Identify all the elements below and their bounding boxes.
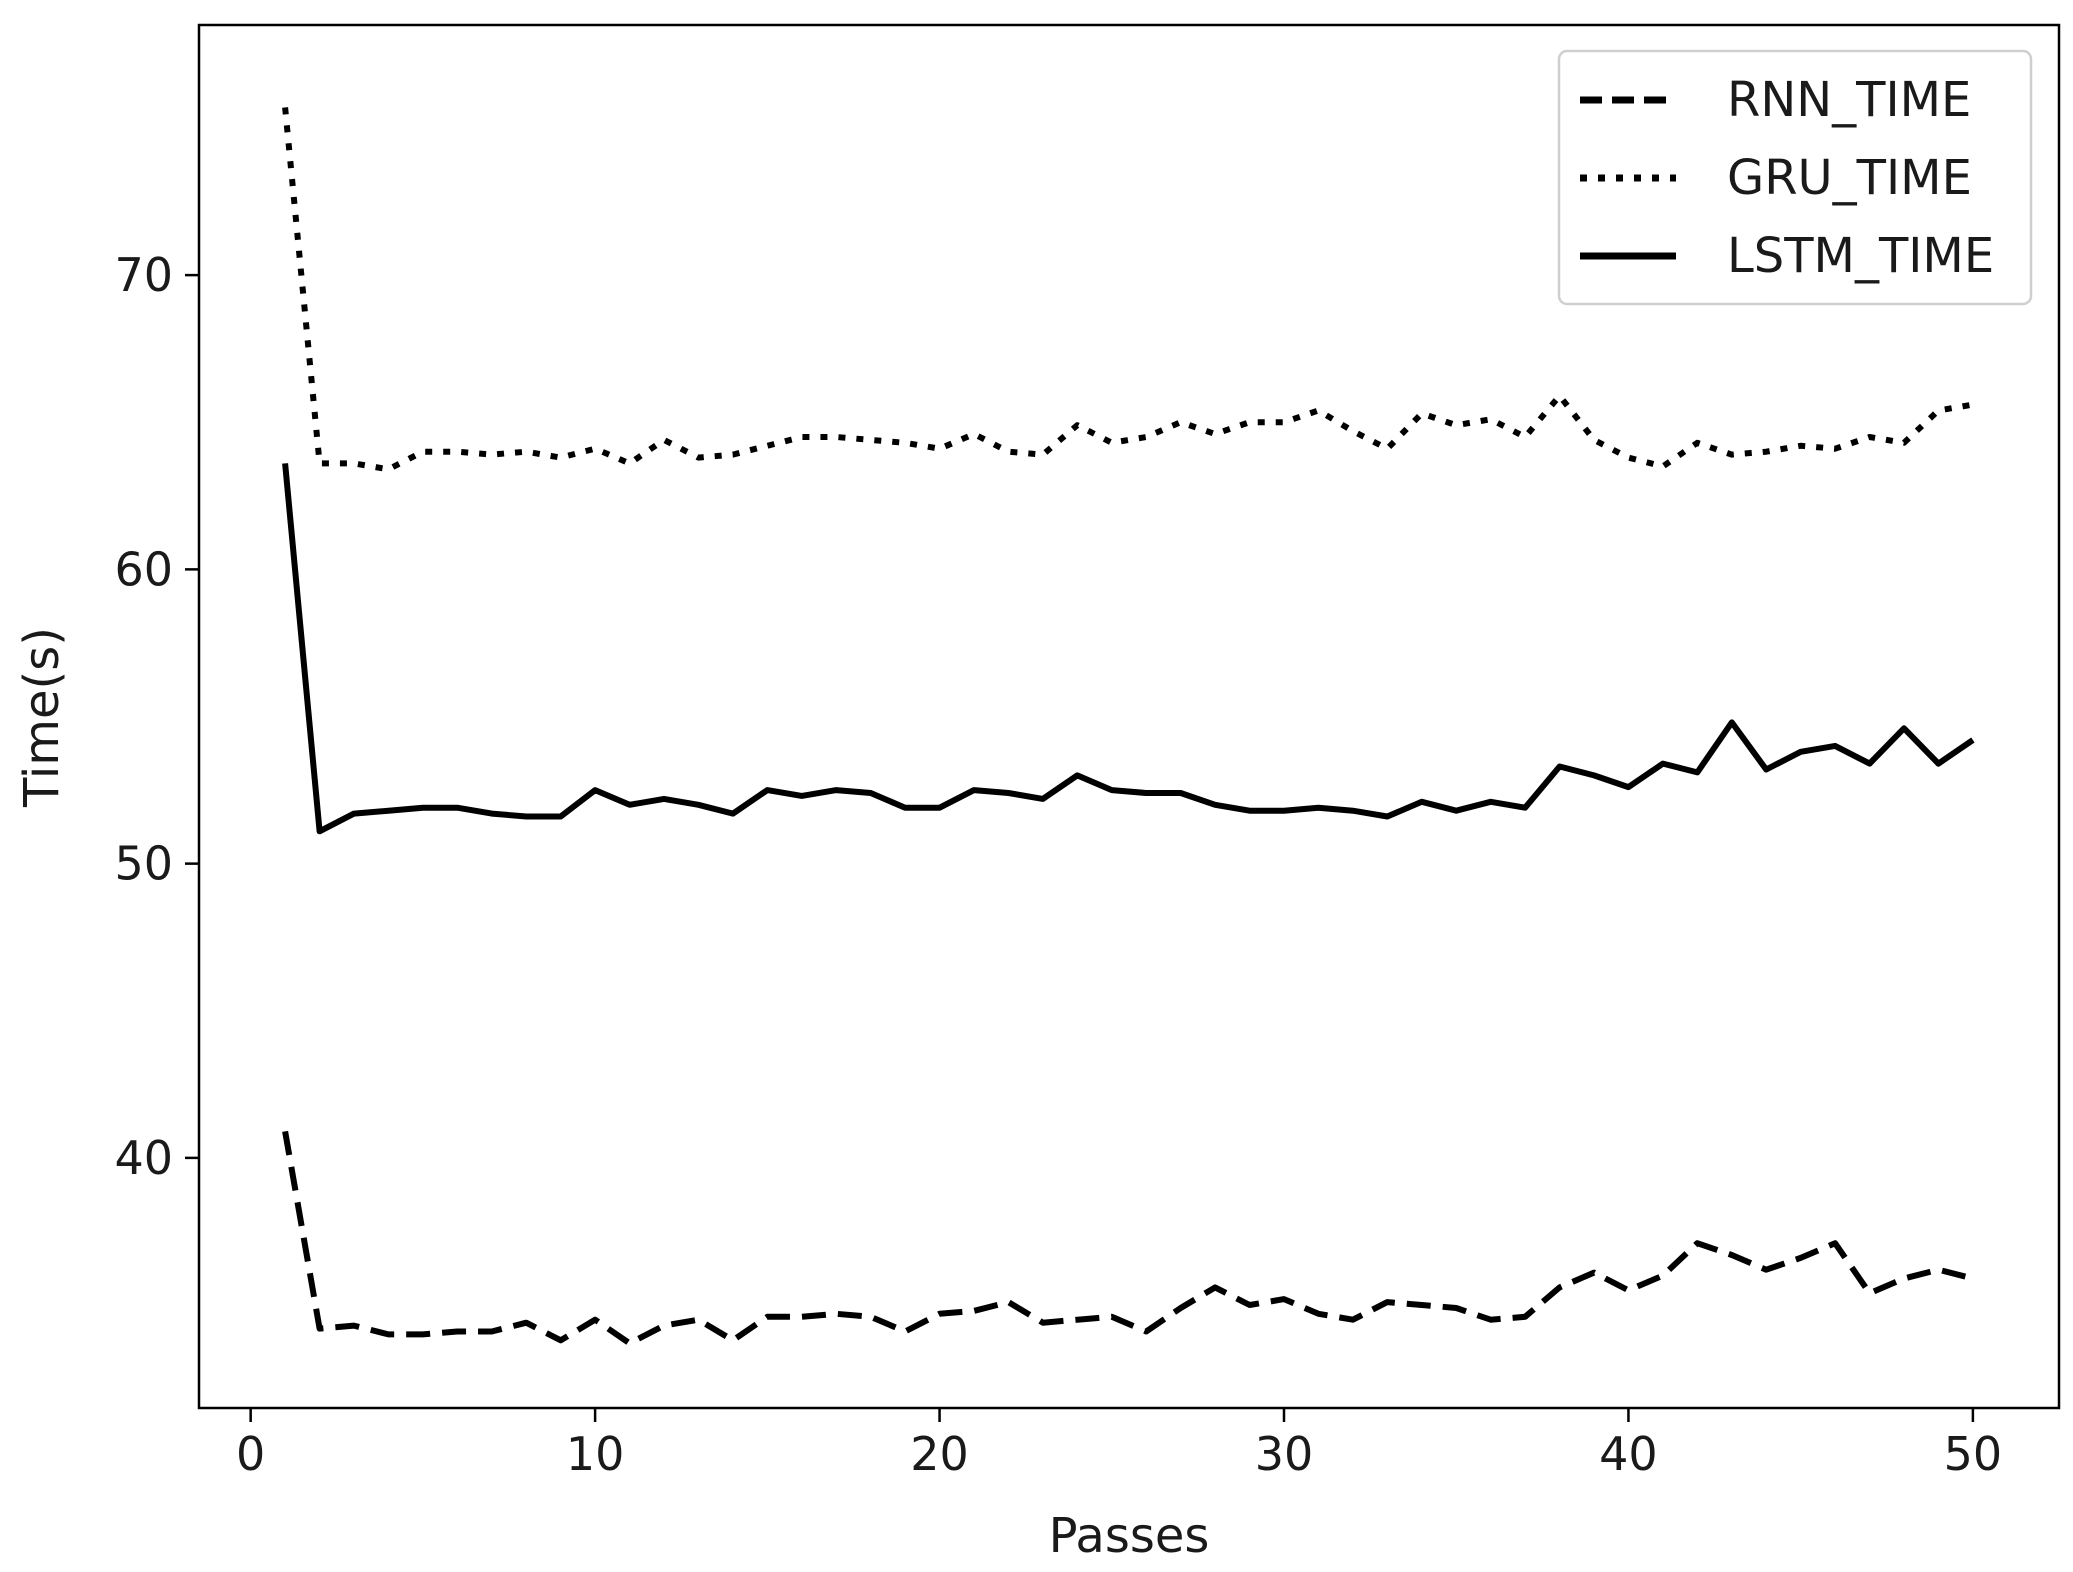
y-axis-label: Time(s) [14,627,70,808]
series-lines [282,107,1975,1347]
legend-label-lstm: LSTM_TIME [1727,228,1994,284]
legend-box [1557,49,2033,306]
x-tick-label: 10 [566,1427,625,1481]
legend: RNN_TIME GRU_TIME LSTM_TIME [1557,49,2033,306]
y-tick-label: 40 [114,1131,173,1185]
series-line-rnn-time [282,1130,1974,1347]
y-tick-label: 50 [114,837,173,891]
x-tick-label: 40 [1599,1427,1658,1481]
y-axis-ticks: 40 50 60 70 [114,248,199,1185]
x-tick-label: 0 [236,1427,265,1481]
series-line-lstm-time [282,463,1975,835]
legend-label-rnn: RNN_TIME [1727,72,1971,128]
x-tick-label: 20 [910,1427,969,1481]
y-tick-label: 60 [114,542,173,596]
legend-label-gru: GRU_TIME [1727,150,1972,206]
plot-frame [197,23,2061,1410]
x-tick-label: 30 [1255,1427,1314,1481]
x-tick-label: 50 [1944,1427,2003,1481]
x-axis-label: Passes [1049,1508,1210,1564]
x-axis-ticks: 0 10 20 30 40 50 [236,1408,2002,1481]
y-tick-label: 70 [114,248,173,302]
